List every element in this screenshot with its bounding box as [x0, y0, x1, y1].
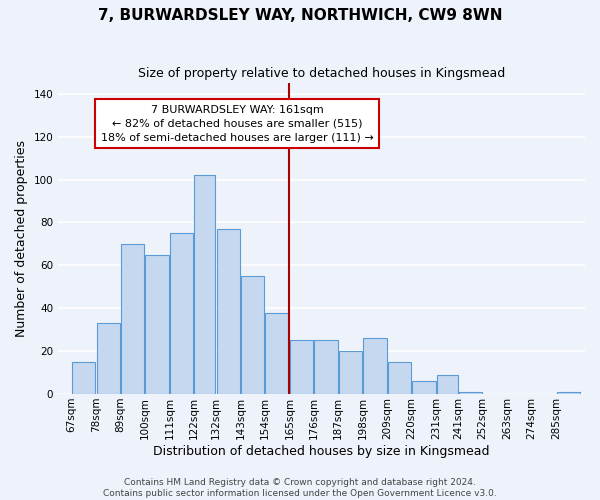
Text: Contains HM Land Registry data © Crown copyright and database right 2024.
Contai: Contains HM Land Registry data © Crown c…	[103, 478, 497, 498]
Bar	[217, 229, 240, 394]
Bar	[290, 340, 313, 394]
Bar	[314, 340, 338, 394]
X-axis label: Distribution of detached houses by size in Kingsmead: Distribution of detached houses by size …	[154, 444, 490, 458]
Bar	[170, 233, 193, 394]
Bar	[72, 362, 95, 394]
Bar	[121, 244, 145, 394]
Title: Size of property relative to detached houses in Kingsmead: Size of property relative to detached ho…	[138, 68, 505, 80]
Bar	[97, 324, 120, 394]
Bar	[388, 362, 411, 394]
Bar	[437, 374, 458, 394]
Bar	[339, 351, 362, 394]
Bar	[194, 176, 215, 394]
Bar	[145, 254, 169, 394]
Y-axis label: Number of detached properties: Number of detached properties	[15, 140, 28, 337]
Bar	[363, 338, 386, 394]
Bar	[412, 381, 436, 394]
Text: 7 BURWARDSLEY WAY: 161sqm
← 82% of detached houses are smaller (515)
18% of semi: 7 BURWARDSLEY WAY: 161sqm ← 82% of detac…	[101, 105, 374, 143]
Bar	[459, 392, 482, 394]
Bar	[557, 392, 580, 394]
Bar	[265, 312, 289, 394]
Bar	[241, 276, 265, 394]
Text: 7, BURWARDSLEY WAY, NORTHWICH, CW9 8WN: 7, BURWARDSLEY WAY, NORTHWICH, CW9 8WN	[98, 8, 502, 22]
